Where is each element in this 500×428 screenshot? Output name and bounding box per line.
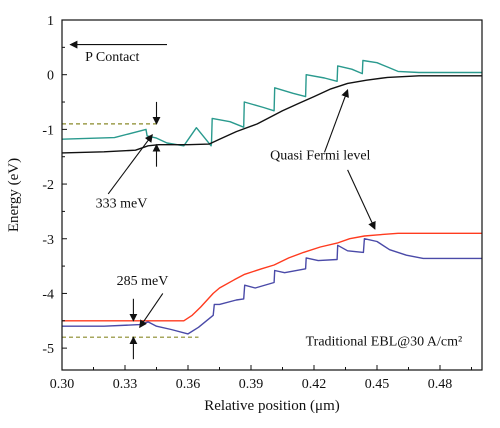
x-axis-ticks: 0.30 0.33 0.36 0.39 0.42 0.45 0.48 [50,365,472,392]
gap-top-label: 333 meV [96,197,148,212]
y-tick-label: -5 [42,342,54,357]
y-tick-label: -4 [42,287,54,302]
y-axis-title: Energy (eV) [6,158,22,232]
plot-frame [61,19,483,371]
p-contact-label: P Contact [85,50,139,65]
x-tick-label: 0.33 [113,377,138,392]
y-axis-ticks: 1 0 -1 -2 -3 -4 -5 [42,14,67,357]
x-axis-title: Relative position (μm) [204,398,340,414]
x-tick-label: 0.45 [365,377,390,392]
series-line-1 [61,59,482,147]
band-lines [61,59,482,335]
y-tick-label: 1 [47,14,54,29]
y-tick-label: 0 [47,69,54,84]
gap-bottom-pointer [139,293,164,329]
x-tick-label: 0.39 [239,377,264,392]
condition-label: Traditional EBL@30 A/cm² [306,334,463,349]
x-tick-label: 0.42 [302,377,327,392]
quasi-fermi-label: Quasi Fermi level [270,148,370,163]
y-tick-label: -2 [42,178,54,193]
y-tick-label: -3 [42,233,54,248]
annotation-markers [69,40,376,360]
quasi-fermi-arrow-2 [347,169,376,230]
x-tick-label: 0.36 [176,377,201,392]
y-tick-label: -1 [42,123,54,138]
series-line-3 [62,232,482,322]
quasi-fermi-arrow-1 [323,89,349,153]
series-line-4 [62,237,482,335]
gap-bottom-label: 285 meV [117,274,169,289]
series-line-2 [61,75,482,154]
gap-top-pointer [107,134,153,195]
x-tick-label: 0.30 [50,377,75,392]
x-tick-label: 0.48 [428,377,453,392]
reference-lines [62,123,199,338]
